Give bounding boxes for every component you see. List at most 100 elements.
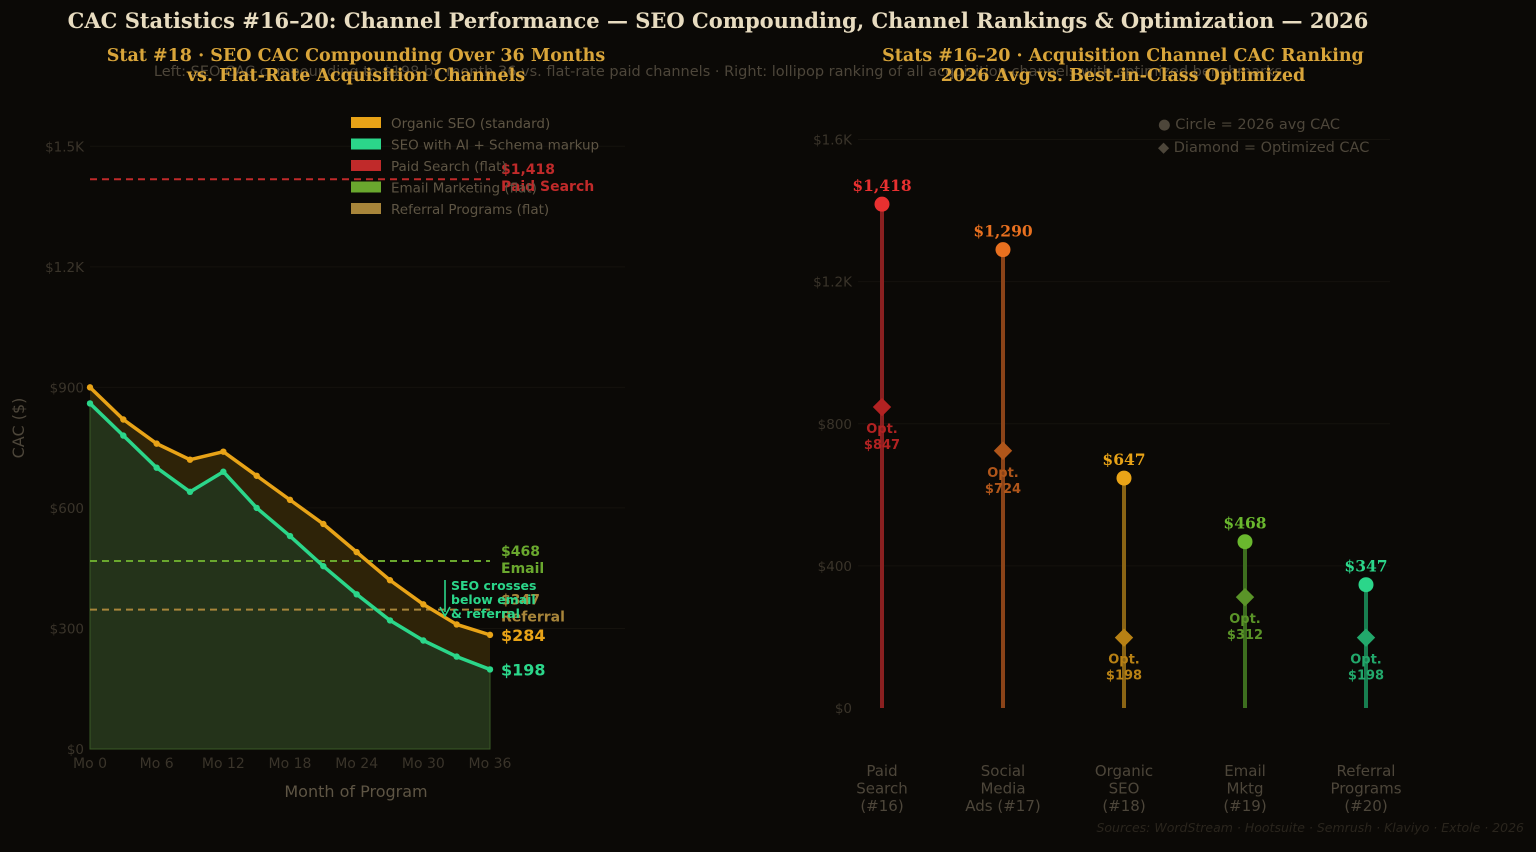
category-label: (#19) xyxy=(1223,797,1266,815)
optimized-cac-label: Opt. xyxy=(1229,612,1261,627)
seo-ai-schema-point xyxy=(220,468,227,475)
category-label: Mktg xyxy=(1226,780,1263,798)
legend-label: Organic SEO (standard) xyxy=(391,116,550,132)
legend-swatch xyxy=(351,138,381,150)
optimized-cac-label: $198 xyxy=(1106,669,1142,684)
seo-ai-schema-point xyxy=(353,591,360,598)
right-gridlines xyxy=(858,139,1390,567)
avg-cac-circle xyxy=(1116,470,1132,486)
lollipop-labels: $1,418Opt.$847$1,290Opt.$724$647Opt.$198… xyxy=(852,176,1387,683)
right-chart-title-line-2: 2026 Avg vs. Best-in-Class Optimized xyxy=(941,66,1306,86)
annotation-text-line: SEO crosses xyxy=(451,578,536,593)
right-y-tick-label: $1.2K xyxy=(813,275,853,291)
right-legend-entry: ◆ Diamond = Optimized CAC xyxy=(1158,140,1369,156)
right-y-tick-label: $800 xyxy=(818,417,852,433)
lollipop-stems xyxy=(880,204,1368,708)
left-x-tick-label: Mo 18 xyxy=(269,756,312,772)
avg-cac-label: $347 xyxy=(1344,557,1387,576)
avg-cac-label: $1,290 xyxy=(973,222,1033,241)
organic-seo-point xyxy=(120,416,127,423)
left-series-points xyxy=(86,384,494,673)
right-axis-ticks: $0 $400 $800 $1.2K $1.6K xyxy=(813,133,853,718)
optimized-cac-diamond xyxy=(993,441,1013,460)
category-label: Social xyxy=(981,762,1025,780)
legend-label: SEO with AI + Schema markup xyxy=(391,138,599,154)
seo-compounding-chart: $0 $300 $600 $900 $1.2K $1.5K Mo 0 Mo 6 Mo 12 Mo … xyxy=(9,46,625,801)
page-subtitle: Left: SEO CAC compounding to $198 by mon… xyxy=(154,64,1282,80)
seo-ai-schema-point xyxy=(453,653,460,660)
left-y-tick-label: $1.2K xyxy=(45,260,85,276)
channel-ranking-chart: $0$400$800$1.2K$1.6K $1,418Opt.$847$1,29… xyxy=(813,46,1402,815)
flat-line-tag-label: Email xyxy=(501,561,544,577)
legend-swatch xyxy=(351,160,381,171)
optimized-cac-label: $312 xyxy=(1227,628,1263,643)
category-label: (#18) xyxy=(1102,797,1145,815)
avg-cac-label: $468 xyxy=(1223,514,1266,533)
left-y-axis-label: CAC ($) xyxy=(9,398,28,459)
avg-cac-circle xyxy=(1358,577,1374,593)
avg-cac-label: $647 xyxy=(1102,450,1145,469)
left-x-axis-label: Month of Program xyxy=(284,782,427,801)
left-chart-title-line-2: vs. Flat-Rate Acquisition Channels xyxy=(186,66,525,86)
legend-label: Paid Search (flat) xyxy=(391,159,507,175)
seo-ai-schema-point xyxy=(286,532,294,540)
left-y-tick-label: $600 xyxy=(50,501,84,517)
seo-ai-schema-point xyxy=(320,562,327,570)
left-x-tick-label: Mo 12 xyxy=(202,756,245,772)
left-chart-title-line-1: Stat #18 · SEO CAC Compounding Over 36 M… xyxy=(107,46,606,66)
flat-line-tag-label: Paid Search xyxy=(501,179,594,195)
seo-ai-schema-point xyxy=(153,464,160,471)
lollipop-marks xyxy=(872,196,1376,647)
right-y-tick-label: $1.6K xyxy=(813,133,853,149)
right-legend: ● Circle = 2026 avg CAC ◆ Diamond = Optim… xyxy=(1158,117,1369,156)
organic-seo-point xyxy=(320,520,327,528)
sources-note: Sources: WordStream · Hootsuite · Semrus… xyxy=(1096,820,1524,835)
organic-seo-point xyxy=(386,577,394,584)
seo-ai-schema-point xyxy=(386,617,394,624)
organic-seo-point xyxy=(220,448,227,455)
optimized-cac-label: Opt. xyxy=(1350,653,1382,668)
left-flat-lines xyxy=(90,178,490,611)
seo-ai-schema-point xyxy=(86,400,94,407)
organic-seo-gap-fill xyxy=(90,387,490,670)
category-label: Search xyxy=(856,780,908,798)
optimized-cac-label: $847 xyxy=(864,438,900,453)
organic-seo-point xyxy=(153,440,160,447)
optimized-cac-diamond xyxy=(1235,587,1255,607)
optimized-cac-label: Opt. xyxy=(866,422,898,437)
right-y-tick-label: $0 xyxy=(835,701,852,717)
organic-seo-point xyxy=(286,496,294,504)
seo-ai-schema-point xyxy=(253,504,260,512)
left-axis-ticks: $0 $300 $600 $900 $1.2K $1.5K Mo 0 Mo 6 Mo 12 Mo … xyxy=(45,139,511,772)
seo-ai-schema-end-label: $198 xyxy=(501,660,546,679)
category-label: Organic xyxy=(1095,762,1153,780)
seo-ai-schema-point xyxy=(120,432,127,439)
organic-seo-point xyxy=(86,384,94,391)
optimized-cac-diamond xyxy=(872,397,892,417)
category-label: SEO xyxy=(1109,780,1140,798)
avg-cac-label: $1,418 xyxy=(852,176,911,195)
left-x-tick-label: Mo 30 xyxy=(402,756,445,772)
optimized-cac-diamond xyxy=(1114,628,1134,647)
organic-seo-point xyxy=(186,456,194,463)
organic-seo-point xyxy=(353,548,360,556)
optimized-cac-label: $198 xyxy=(1348,669,1384,684)
optimized-cac-label: $724 xyxy=(985,482,1021,497)
organic-seo-point xyxy=(486,631,494,639)
flat-line-value-label: $468 xyxy=(501,544,540,560)
category-label: Media xyxy=(980,780,1025,798)
category-label: (#20) xyxy=(1344,797,1387,815)
avg-cac-circle xyxy=(995,242,1011,258)
optimized-cac-diamond xyxy=(1356,628,1376,647)
left-x-tick-label: Mo 36 xyxy=(469,756,512,772)
optimized-cac-label: Opt. xyxy=(987,466,1019,481)
left-y-tick-label: $0 xyxy=(67,742,84,758)
category-label: Paid xyxy=(866,762,897,780)
left-legend: Organic SEO (standard) SEO with AI + Sche… xyxy=(351,116,599,218)
left-x-tick-label: Mo 0 xyxy=(73,756,107,772)
annotation-text-line: below email xyxy=(451,592,536,607)
category-label: (#16) xyxy=(860,797,903,815)
